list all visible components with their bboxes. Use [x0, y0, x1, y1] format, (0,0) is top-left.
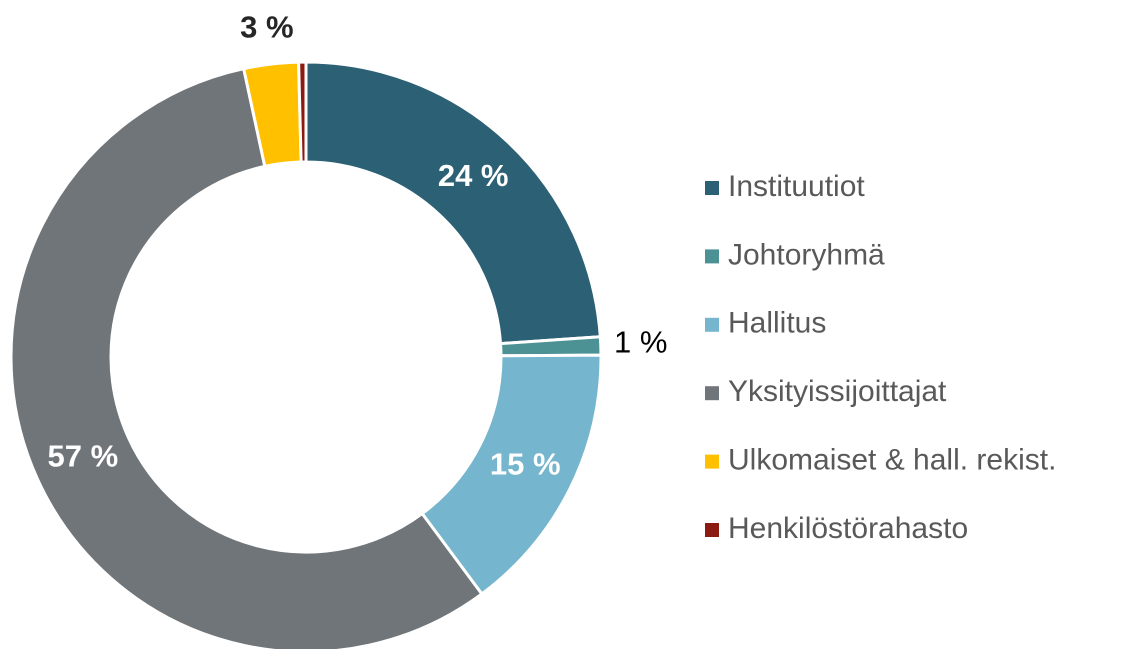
data-label: 1 % — [614, 325, 667, 360]
legend-label: Henkilöstörahasto — [728, 512, 968, 545]
data-label: 3 % — [240, 10, 293, 45]
data-label: 57 % — [48, 438, 119, 473]
legend-label: Instituutiot — [728, 170, 865, 203]
donut-slice — [9, 66, 484, 649]
legend-swatch — [705, 523, 719, 537]
data-label: 15 % — [490, 447, 561, 482]
donut-slice — [304, 60, 602, 346]
legend-swatch — [705, 317, 719, 332]
legend-swatch — [705, 454, 719, 469]
donut-slice — [297, 60, 308, 164]
legend-label: Ulkomaiset & hall. rekist. — [728, 444, 1056, 477]
legend-swatch — [705, 181, 719, 195]
legend-swatch — [705, 386, 719, 401]
legend-label: Hallitus — [728, 307, 826, 340]
data-label: 24 % — [438, 158, 509, 193]
legend-label: Yksityissijoittajat — [728, 375, 947, 408]
legend-label: Johtoryhmä — [728, 238, 885, 271]
legend-swatch — [705, 249, 719, 264]
